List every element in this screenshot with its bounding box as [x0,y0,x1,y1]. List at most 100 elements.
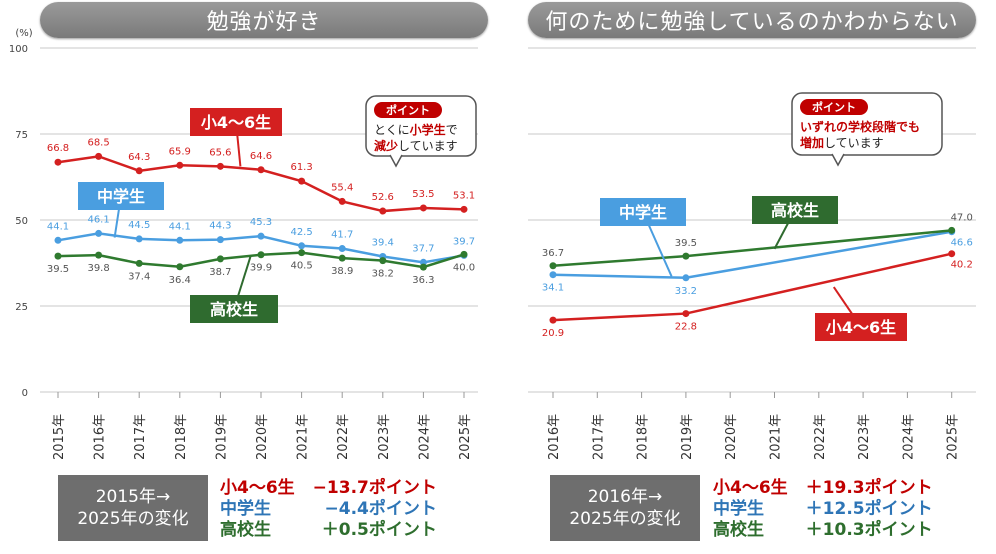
left-xtick-label-6: 2021年 [296,414,311,460]
right-callout-line1: いずれの学校段階でも [800,119,920,134]
left-summary-name-middle: 中学生 [220,499,271,519]
left-point-high-0 [54,252,62,260]
left-data-label-middle-1: 46.1 [87,214,109,225]
left-point-elementary-7 [338,197,346,205]
left-data-label-middle-8: 39.4 [372,237,394,248]
right-series-line-middle [552,230,952,280]
left-data-label-middle-7: 41.7 [331,230,353,241]
right-series-line-elementary [552,252,952,322]
left-tag-high-box [190,295,278,323]
left-point-elementary-9 [419,204,427,212]
left-callout-line1-highlight: 小学生 [410,122,446,137]
right-data-label-elementary-9: 40.2 [951,260,973,271]
left-data-label-middle-10: 39.7 [453,236,475,247]
right-summary-name-middle: 中学生 [713,499,764,519]
right-xtick-label-6: 2022年 [813,414,828,460]
right-xtick-label-1: 2017年 [591,414,606,460]
left-data-label-high-2: 37.4 [128,271,150,282]
right-xtick-label-5: 2021年 [769,414,784,460]
left-data-label-high-4: 38.7 [209,267,231,278]
right-summary-values: 小4～6生 ＋19.3ポイント 中学生 ＋12.5ポイント 高校生 ＋10.3ポ… [713,478,933,541]
left-point-middle-5 [257,232,265,240]
left-point-high-4 [216,255,224,263]
right-summary-label: 2016年→ 2025年の変化 [550,475,700,541]
right-xtick-label-7: 2023年 [857,414,872,460]
right-callout-badge: ポイント [812,100,856,114]
left-point-middle-2 [135,235,143,243]
left-data-label-middle-9: 37.7 [412,243,434,254]
left-tag-high-label: 高校生 [210,300,258,319]
left-data-label-elementary-1: 68.5 [87,137,109,148]
left-point-elementary-1 [95,152,103,160]
left-callout-line2: 減少しています [374,138,458,153]
left-data-label-elementary-7: 55.4 [331,182,353,193]
left-xtick-label-10: 2025年 [458,414,473,460]
left-point-middle-0 [54,236,62,244]
right-point-elementary-3 [682,310,690,318]
right-data-label-middle-0: 34.1 [542,283,564,294]
left-tag-middle-label: 中学生 [97,187,145,206]
right-xtick-label-4: 2020年 [724,414,739,460]
left-data-label-elementary-10: 53.1 [453,190,475,201]
left-point-elementary-2 [135,167,143,175]
left-summary-label-line2: 2025年の変化 [77,509,189,529]
left-summary-name-high: 高校生 [220,520,271,540]
right-data-label-elementary-0: 20.9 [542,328,564,339]
left-data-label-high-1: 39.8 [87,263,109,274]
left-data-label-high-9: 36.3 [412,275,434,286]
left-point-high-3 [176,263,184,271]
left-point-middle-9 [419,258,427,266]
right-data-label-middle-3: 33.2 [675,286,697,297]
right-summary-name-elementary: 小4～6生 [713,478,788,498]
left-data-label-high-10: 40.0 [453,262,475,273]
left-point-elementary-0 [54,158,62,166]
right-data-label-high-3: 39.5 [675,238,697,249]
left-callout-line1-post: で [446,123,458,137]
left-point-high-8 [379,257,387,265]
right-summary-value-middle: ＋12.5ポイント [805,499,933,519]
left-xtick-label-0: 2015年 [52,414,67,460]
left-data-label-elementary-5: 64.6 [250,151,272,162]
left-point-high-6 [298,249,306,257]
left-data-label-high-0: 39.5 [47,264,69,275]
left-data-label-middle-6: 42.5 [290,227,312,238]
right-summary-label-line2: 2025年の変化 [569,509,681,529]
left-callout-badge: ポイント [386,103,430,117]
left-point-elementary-4 [216,162,224,170]
left-point-middle-3 [176,236,184,244]
left-summary-value-elementary: −13.7ポイント [312,478,437,498]
left-point-high-2 [135,259,143,267]
left-ytick-label-75: 75 [15,130,28,141]
right-xtick-label-8: 2024年 [901,414,916,460]
left-xtick-label-1: 2016年 [93,414,108,460]
right-point-high-3 [682,252,690,260]
left-point-elementary-8 [379,207,387,215]
left-point-high-1 [95,251,103,259]
left-summary-label-line1: 2015年→ [95,487,171,507]
right-callout-line1-pre: いずれの学校段階でも [800,119,920,134]
right-summary-value-high: ＋10.3ポイント [805,520,933,540]
left-callout-tail [389,154,403,168]
left-summary-label: 2015年→ 2025年の変化 [58,475,208,541]
left-point-elementary-10 [460,205,468,213]
right-xtick-label-0: 2016年 [547,414,562,460]
right-summary-label-line1: 2016年→ [587,487,663,507]
right-callout-line2-highlight: 増加 [800,135,824,150]
left-callout-line2-post: しています [398,139,458,153]
left-ytick-label-25: 25 [15,302,28,313]
right-point-high-9 [948,226,956,234]
left-data-label-middle-3: 44.1 [169,221,191,232]
right-point-middle-0 [549,271,557,279]
left-data-label-elementary-9: 53.5 [412,189,434,200]
left-callout-line1: とくに小学生で [374,122,458,137]
right-series-line-high [552,229,952,267]
left-ytick-label-100: 100 [9,44,28,55]
left-data-label-middle-2: 44.5 [128,220,150,231]
left-data-label-high-7: 38.9 [331,266,353,277]
left-data-label-middle-0: 44.1 [47,221,69,232]
left-point-middle-7 [338,245,346,253]
left-point-middle-6 [298,242,306,250]
right-callout-line2: 増加しています [800,135,884,150]
right-callout-tail [831,153,845,167]
